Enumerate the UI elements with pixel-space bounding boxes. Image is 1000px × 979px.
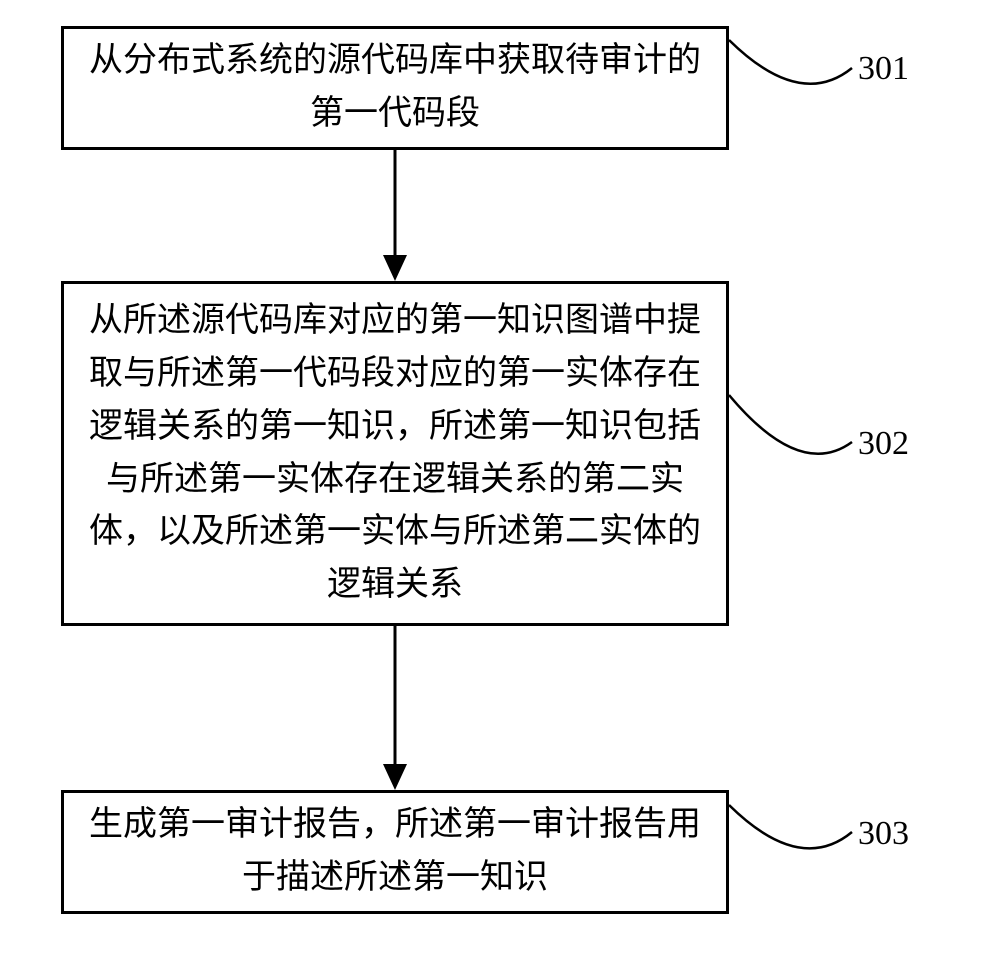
flowchart-canvas: 从分布式系统的源代码库中获取待审计的第一代码段 301 从所述源代码库对应的第一… xyxy=(0,0,1000,979)
step-label-3: 303 xyxy=(858,815,909,853)
leader-line-3 xyxy=(0,0,1000,979)
step-label-3-text: 303 xyxy=(858,815,909,852)
